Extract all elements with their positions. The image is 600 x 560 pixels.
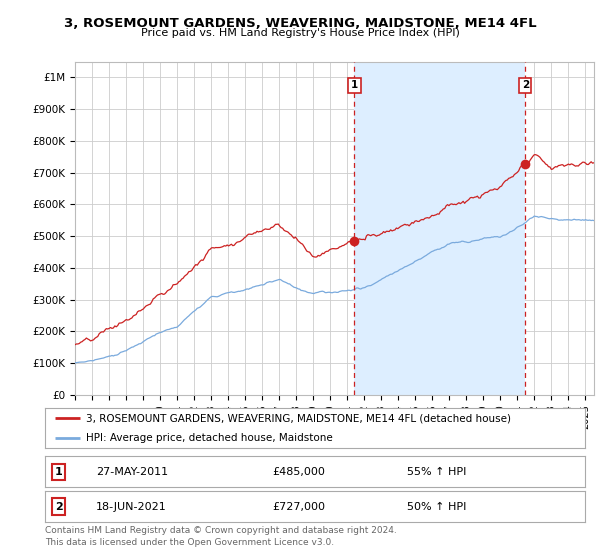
- Text: 1: 1: [351, 81, 358, 90]
- Bar: [355, 62, 525, 395]
- Text: 3, ROSEMOUNT GARDENS, WEAVERING, MAIDSTONE, ME14 4FL: 3, ROSEMOUNT GARDENS, WEAVERING, MAIDSTO…: [64, 17, 536, 30]
- Text: 27-MAY-2011: 27-MAY-2011: [96, 467, 169, 477]
- Text: 2: 2: [55, 502, 62, 511]
- Text: 3, ROSEMOUNT GARDENS, WEAVERING, MAIDSTONE, ME14 4FL (detached house): 3, ROSEMOUNT GARDENS, WEAVERING, MAIDSTO…: [86, 413, 511, 423]
- Text: 2: 2: [521, 81, 529, 90]
- Text: 50% ↑ HPI: 50% ↑ HPI: [407, 502, 466, 511]
- Text: £485,000: £485,000: [272, 467, 325, 477]
- Text: HPI: Average price, detached house, Maidstone: HPI: Average price, detached house, Maid…: [86, 432, 332, 442]
- Text: £727,000: £727,000: [272, 502, 325, 511]
- Text: Price paid vs. HM Land Registry's House Price Index (HPI): Price paid vs. HM Land Registry's House …: [140, 28, 460, 38]
- Text: Contains HM Land Registry data © Crown copyright and database right 2024.
This d: Contains HM Land Registry data © Crown c…: [45, 526, 397, 547]
- Text: 1: 1: [55, 467, 62, 477]
- Text: 18-JUN-2021: 18-JUN-2021: [96, 502, 167, 511]
- Text: 55% ↑ HPI: 55% ↑ HPI: [407, 467, 466, 477]
